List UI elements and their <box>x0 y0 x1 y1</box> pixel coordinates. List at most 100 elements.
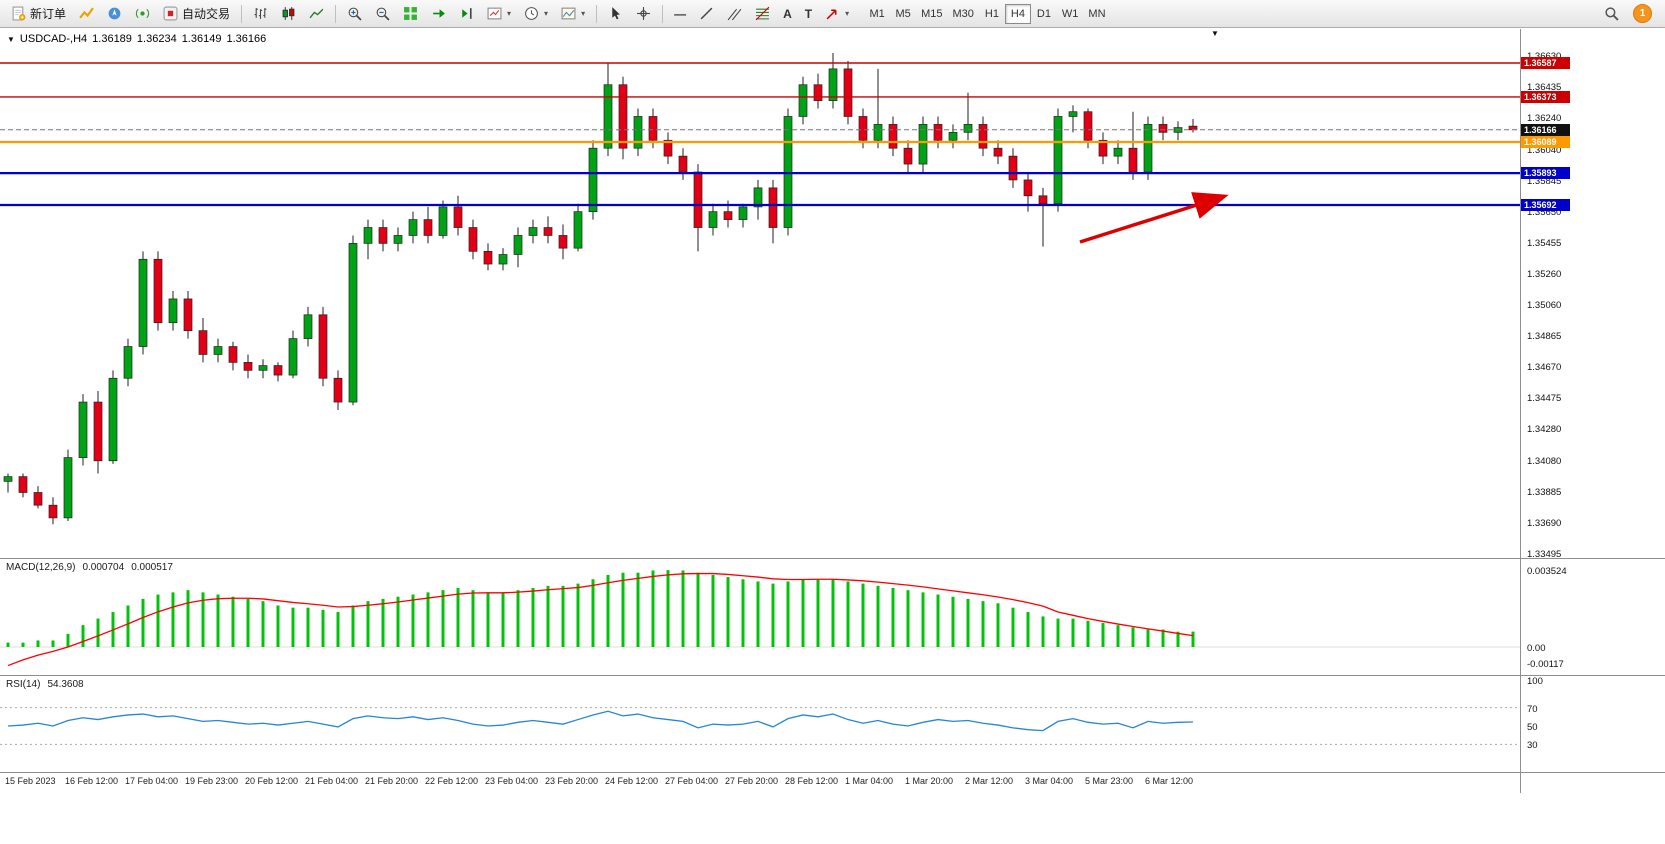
collapse-icon[interactable]: ▼ <box>7 34 15 44</box>
chevron-down-icon: ▾ <box>845 9 850 18</box>
timeframe-button-mn[interactable]: MN <box>1083 4 1110 24</box>
signals-button[interactable] <box>129 3 156 25</box>
time-axis-label: 15 Feb 2023 <box>5 776 56 786</box>
time-axis-label: 27 Feb 04:00 <box>665 776 719 786</box>
text-tool-button[interactable]: A <box>777 3 798 25</box>
timeframe-button-m5[interactable]: M5 <box>890 4 916 24</box>
price-axis-label: 1.35650 <box>1527 206 1562 218</box>
chart-title: ▼ USDCAD-,H4 1.36189 1.36234 1.36149 1.3… <box>7 33 266 45</box>
panel-divider[interactable] <box>0 558 1665 559</box>
macd-indicator-name: MACD(12,26,9) <box>6 562 76 573</box>
price-axis-label: 1.34670 <box>1527 362 1562 374</box>
timeframe-button-d1[interactable]: D1 <box>1031 4 1057 24</box>
bar-chart-mode-button[interactable] <box>247 3 274 25</box>
price-axis-label: 1.34865 <box>1527 331 1562 343</box>
search-button[interactable] <box>1598 3 1625 25</box>
fibonacci-icon <box>755 6 770 21</box>
time-axis-label: 6 Mar 12:00 <box>1145 776 1194 786</box>
auto-scroll-icon <box>431 6 446 21</box>
bar-chart-icon <box>253 6 268 21</box>
macd-value: 0.000704 <box>82 562 125 573</box>
level-price-tag: 1.35692 <box>1521 199 1570 211</box>
line-chart-icon <box>309 6 324 21</box>
timeframe-button-m1[interactable]: M1 <box>864 4 890 24</box>
ohlc-low: 1.36149 <box>181 33 222 45</box>
time-axis-label: 3 Mar 04:00 <box>1025 776 1074 786</box>
time-axis-label: 24 Feb 12:00 <box>605 776 659 786</box>
macd-label: MACD(12,26,9) 0.000704 0.000517 <box>6 562 173 573</box>
new-order-button[interactable]: 新订单 <box>5 3 72 25</box>
rsi-axis-label: 100 <box>1527 676 1543 687</box>
price-axis-label: 1.36435 <box>1527 82 1562 94</box>
notification-badge[interactable]: 1 <box>1633 4 1652 23</box>
cursor-tool-button[interactable] <box>602 3 629 25</box>
tile-windows-button[interactable] <box>397 3 424 25</box>
templates-dropdown[interactable]: ▾ <box>555 3 591 25</box>
new-order-icon <box>11 6 26 21</box>
label-tool-icon: T <box>804 6 813 21</box>
price-axis-label: 1.35060 <box>1527 300 1562 312</box>
trendline-tool-button[interactable] <box>693 3 720 25</box>
fibonacci-tool-button[interactable] <box>749 3 776 25</box>
timeframe-button-h4[interactable]: H4 <box>1004 3 1031 24</box>
text-tool-icon: A <box>783 6 792 21</box>
timeframe-button-w1[interactable]: W1 <box>1057 4 1084 24</box>
crosshair-tool-button[interactable] <box>630 3 657 25</box>
toolbar-separator <box>241 4 243 23</box>
price-axis-label: 1.34280 <box>1527 424 1562 436</box>
macd-signal-value: 0.000517 <box>131 562 173 573</box>
line-chart-mode-button[interactable] <box>303 3 330 25</box>
tile-windows-icon <box>403 6 418 21</box>
timeframe-button-m15[interactable]: M15 <box>916 4 947 24</box>
price-axis-label: 1.34080 <box>1527 455 1562 467</box>
current-price-tag: 1.36166 <box>1521 123 1570 136</box>
horizontal-level-lines <box>0 62 1520 207</box>
label-tool-button[interactable]: T <box>799 3 818 25</box>
candlestick-chart-icon <box>281 6 296 21</box>
panel-divider[interactable] <box>0 675 1665 676</box>
rsi-panel[interactable] <box>0 676 1520 772</box>
cursor-icon <box>608 6 623 21</box>
arrows-dropdown[interactable]: ▾ <box>819 3 855 25</box>
toolbar-right-group: 1 <box>1598 3 1660 25</box>
price-axis-label: 1.35455 <box>1527 237 1562 249</box>
auto-scroll-button[interactable] <box>425 3 452 25</box>
price-axis-label: 1.36240 <box>1527 113 1562 125</box>
macd-panel[interactable] <box>0 559 1520 675</box>
chart-shift-button[interactable] <box>453 3 480 25</box>
price-chart-panel[interactable] <box>0 29 1520 558</box>
template-icon <box>561 6 576 21</box>
time-axis-label: 28 Feb 12:00 <box>785 776 839 786</box>
search-icon <box>1604 6 1619 21</box>
timeframe-button-m30[interactable]: M30 <box>948 4 979 24</box>
horizontal-line-tool-button[interactable]: — <box>668 3 692 25</box>
zoom-in-button[interactable] <box>341 3 368 25</box>
time-axis-label: 1 Mar 04:00 <box>845 776 894 786</box>
arrow-shape-icon <box>825 6 840 21</box>
time-axis-label: 17 Feb 04:00 <box>125 776 179 786</box>
price-axis-label: 1.36040 <box>1527 144 1562 156</box>
zoom-out-button[interactable] <box>369 3 396 25</box>
time-axis-label: 19 Feb 23:00 <box>185 776 239 786</box>
autotrade-button[interactable]: 自动交易 <box>157 3 236 25</box>
crosshair-icon <box>636 6 651 21</box>
rsi-value: 54.3608 <box>47 679 84 690</box>
new-chart-dropdown[interactable]: ▾ <box>481 3 517 25</box>
rsi-indicator-name: RSI(14) <box>6 679 41 690</box>
signals-icon <box>135 6 150 21</box>
market-watch-button[interactable] <box>73 3 100 25</box>
macd-histogram <box>6 570 1195 647</box>
candlestick-mode-button[interactable] <box>275 3 302 25</box>
timeframe-button-h1[interactable]: H1 <box>979 4 1005 24</box>
channel-tool-button[interactable] <box>721 3 748 25</box>
toolbar-separator <box>335 4 337 23</box>
periods-dropdown[interactable]: ▾ <box>518 3 554 25</box>
navigator-button[interactable] <box>101 3 128 25</box>
level-price-tag: 1.36373 <box>1521 90 1570 103</box>
chevron-down-icon: ▾ <box>581 9 586 18</box>
chart-shift-marker-icon[interactable]: ▼ <box>1211 29 1219 38</box>
autotrade-label: 自动交易 <box>182 7 231 21</box>
price-axis-label: 1.33495 <box>1527 548 1562 560</box>
price-axis-label: 1.36630 <box>1527 51 1561 62</box>
